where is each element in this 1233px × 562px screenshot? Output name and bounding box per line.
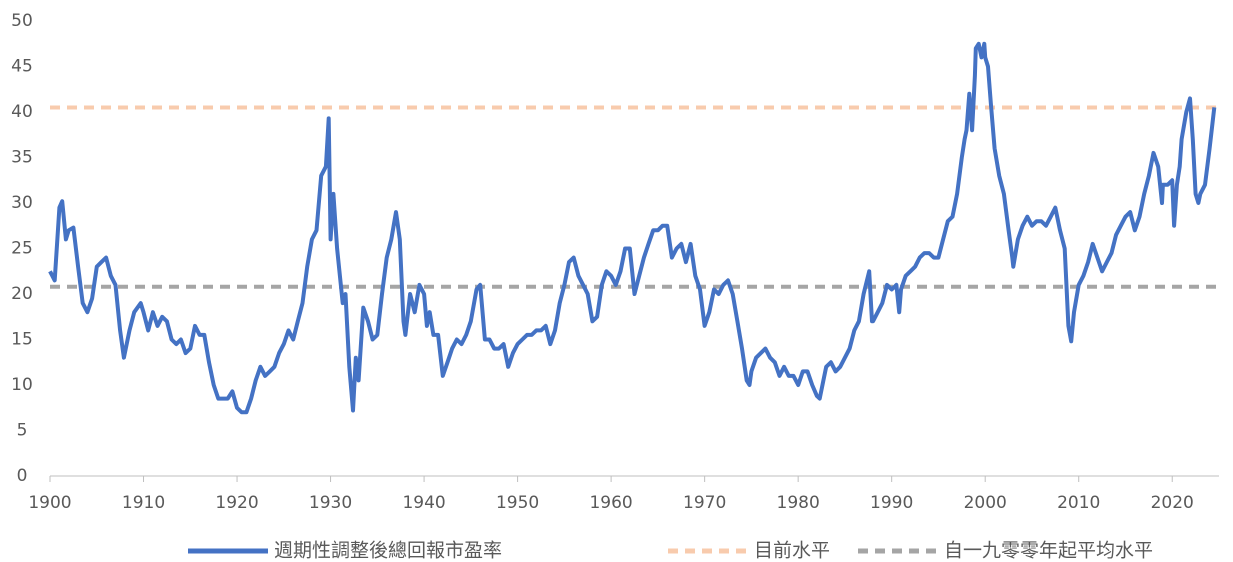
x-tick-label: 1910 [122,493,165,513]
y-tick-label: 50 [11,11,33,31]
legend-label: 目前水平 [754,540,830,562]
x-tick-label: 2000 [964,493,1007,513]
legend: 週期性調整後總回報市盈率 目前水平 自一九零零年起平均水平 [188,540,1153,562]
x-tick-label: 1920 [215,493,258,513]
y-tick-label: 25 [11,239,33,259]
x-tick-label: 2020 [1151,493,1194,513]
y-tick-label: 40 [11,102,33,122]
y-tick-label: 0 [17,466,28,486]
x-tick-label: 2010 [1057,493,1100,513]
y-tick-label: 30 [11,193,33,213]
x-tick-label: 1940 [402,493,445,513]
y-tick-label: 20 [11,284,33,304]
data-line [48,41,1217,415]
legend-label: 自一九零零年起平均水平 [944,540,1153,562]
y-tick-label: 15 [11,330,33,350]
x-tick-label: 1990 [870,493,913,513]
legend-label: 週期性調整後總回報市盈率 [274,540,502,562]
x-tick-label: 1970 [683,493,726,513]
x-tick-label: 1950 [496,493,539,513]
y-tick-label: 5 [17,421,28,441]
x-tick-label: 1930 [309,493,352,513]
x-tick-label: 1960 [589,493,632,513]
y-tick-label: 35 [11,148,33,168]
x-tick-label: 1900 [28,493,71,513]
x-tick-label: 1980 [777,493,820,513]
y-tick-label: 45 [11,57,33,77]
y-tick-label: 10 [11,375,33,395]
